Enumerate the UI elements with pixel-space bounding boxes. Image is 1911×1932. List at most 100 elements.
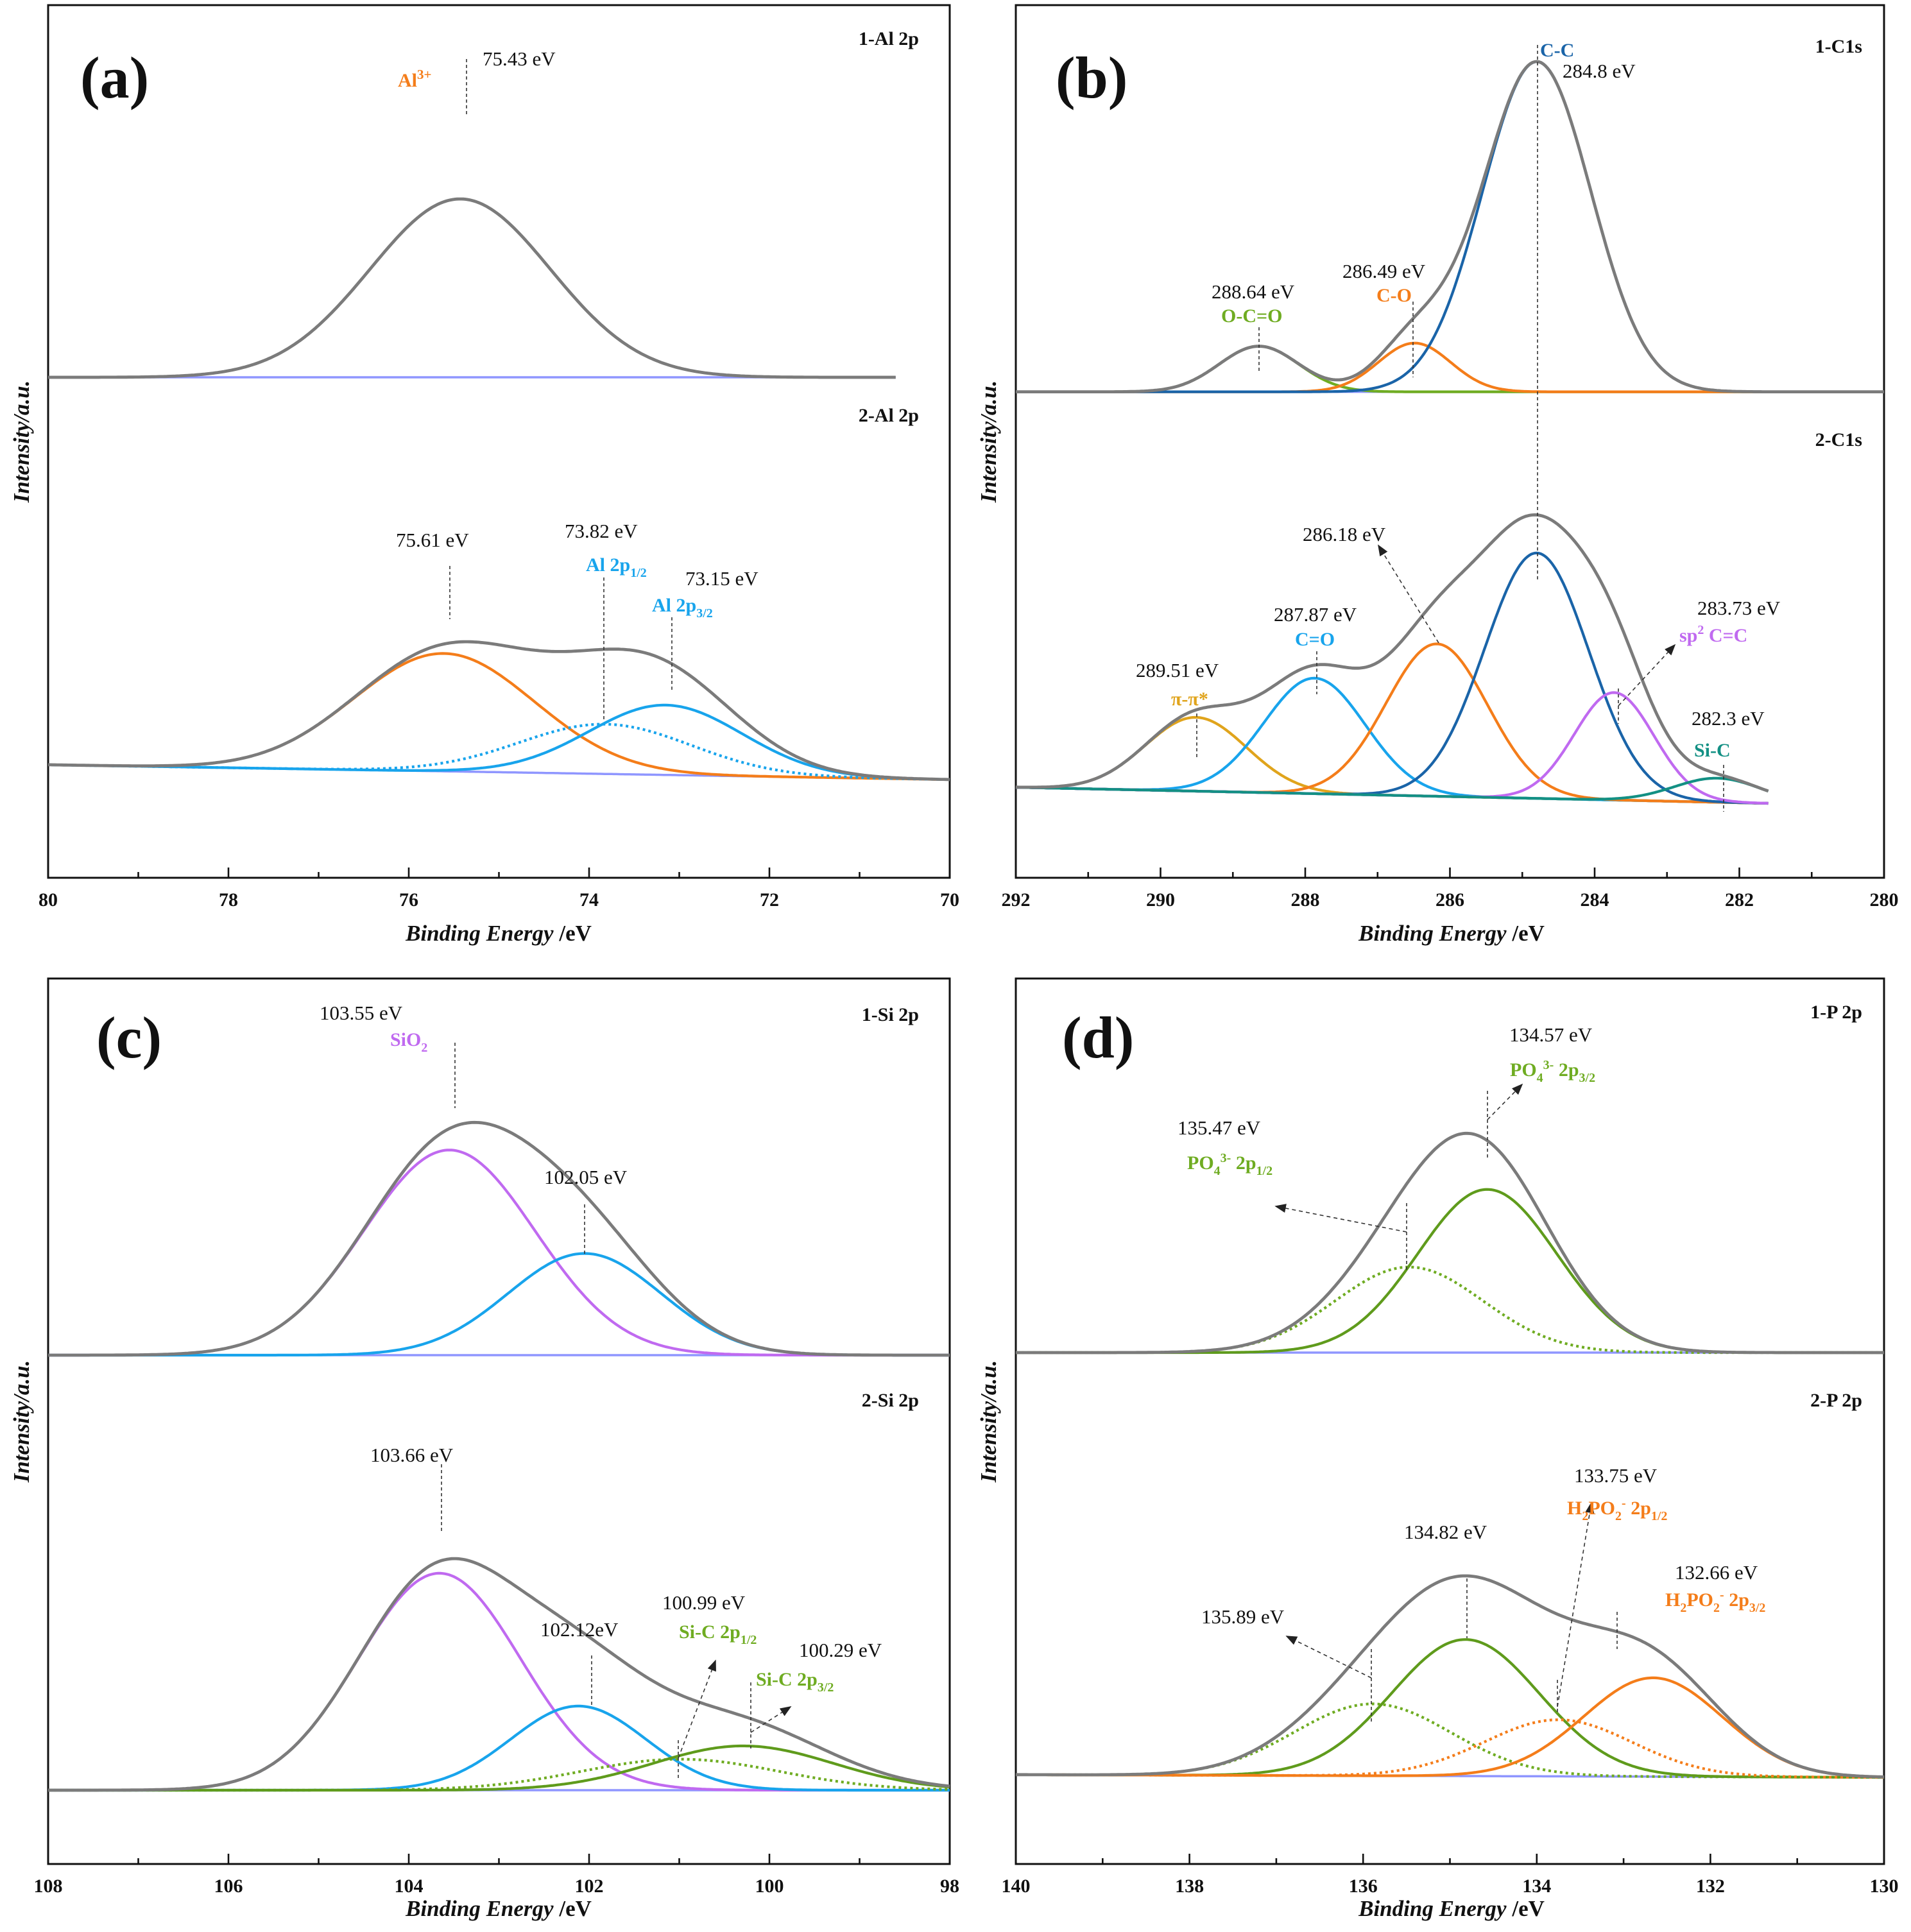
peak-3-1-1 — [1016, 1638, 1884, 1779]
panel-b-ticks: 292 290 288 286 284 282 280 — [1002, 868, 1899, 910]
xtick-label-1-0: 292 — [1002, 889, 1031, 910]
xtick-label-3-4: 132 — [1696, 1876, 1725, 1897]
arrow-133.75 — [1557, 1501, 1595, 1707]
envelope-1-1 — [1016, 513, 1769, 793]
xtick-label-0-0: 80 — [39, 889, 58, 910]
ann-sic2p32: Si-C 2p3/2 — [756, 1669, 834, 1695]
peak-0-1-2 — [48, 703, 950, 781]
ann-100.99: 100.99 eV — [662, 1591, 746, 1614]
ann-ocoo: O-C=O — [1221, 305, 1282, 327]
panel-c-frame — [47, 977, 951, 1865]
peak-2-0-0 — [48, 1149, 950, 1357]
ann-282.3: 282.3 eV — [1692, 707, 1765, 730]
xtick-label-2-5: 98 — [940, 1876, 959, 1897]
xtick-label-1-5: 282 — [1725, 889, 1754, 910]
ann-284.8: 284.8 eV — [1563, 60, 1636, 82]
arrow-134.57 — [1487, 1083, 1523, 1120]
peak-1-0-0 — [1016, 345, 1884, 393]
ann-pipi: π-π* — [1171, 688, 1208, 710]
peak-1-1-2 — [1015, 642, 1769, 805]
panel-d-frame — [1015, 977, 1885, 1865]
panel-c-spectrum-1-label: 1-Si 2p — [862, 1004, 919, 1025]
xtick-label-3-5: 130 — [1870, 1876, 1899, 1897]
panel-a: 80 78 76 74 72 70 (a) 1-Al 2p 2-Al 2p Binding… — [9, 4, 959, 946]
xtick-label-1-3: 286 — [1435, 889, 1464, 910]
xtick-label-2-1: 106 — [214, 1876, 243, 1897]
peak-3-0-0 — [1016, 1265, 1884, 1355]
arrow-100.29 — [750, 1706, 792, 1733]
peak-1-1-3 — [1015, 551, 1769, 805]
panel-d-label: (d) — [1062, 1005, 1134, 1070]
panel-c: 108 106 104 102 100 98 (c) 1-Si 2p 2-Si 2p Bi… — [9, 977, 959, 1921]
ann-al2p32: Al 2p3/2 — [652, 595, 713, 620]
panel-c-ylabel: Intensity/a.u. — [9, 1360, 34, 1483]
panel-a-frame — [47, 4, 951, 879]
envelope-1-0 — [1016, 60, 1884, 393]
ann-h2po2-2p32: H2PO2- 2p3/2 — [1665, 1588, 1765, 1615]
ann-sio2: SiO2 — [390, 1029, 427, 1055]
ann-sic2p12: Si-C 2p1/2 — [679, 1621, 757, 1647]
panel-b-frame — [1015, 4, 1885, 879]
ann-al3plus: Al3+ — [398, 67, 431, 91]
peak-1-1-5 — [1015, 776, 1769, 801]
panel-a-ticks: 80 78 76 74 72 70 — [39, 868, 959, 910]
panel-d: 140 138 136 134 132 130 (d) 1-P 2p 2-P 2p Bin… — [976, 977, 1899, 1921]
xtick-label-0-4: 72 — [760, 889, 779, 910]
ann-cc: C-C — [1540, 40, 1574, 61]
ann-ceo: C=O — [1295, 629, 1335, 650]
envelope-0-1 — [48, 640, 950, 782]
ann-102.05: 102.05 eV — [544, 1166, 628, 1188]
xtick-label-3-1: 138 — [1175, 1876, 1204, 1897]
panel-d-curves — [1016, 1131, 1885, 1779]
ann-288.64: 288.64 eV — [1212, 280, 1295, 303]
xtick-label-2-3: 102 — [575, 1876, 604, 1897]
panel-a-curves — [48, 197, 950, 782]
panel-a-spectrum-2-label: 2-Al 2p — [859, 405, 919, 426]
panel-d-xlabel: Binding Energy /eV — [1358, 1896, 1545, 1921]
panel-c-label: (c) — [96, 1005, 162, 1070]
ann-73.15: 73.15 eV — [685, 567, 758, 590]
xtick-label-2-4: 100 — [755, 1876, 784, 1897]
ann-75.61: 75.61 eV — [396, 529, 469, 551]
ann-co: C-O — [1376, 285, 1412, 306]
panel-b-spectrum-1-label: 1-C1s — [1815, 36, 1862, 57]
xtick-label-0-2: 76 — [399, 889, 418, 910]
envelope-2-0 — [48, 1120, 950, 1357]
ann-286.49: 286.49 eV — [1342, 260, 1426, 282]
panel-b-xlabel: Binding Energy /eV — [1358, 921, 1545, 946]
arrow-135.89 — [1285, 1636, 1372, 1679]
ann-283.73: 283.73 eV — [1697, 597, 1781, 619]
xtick-label-0-3: 74 — [579, 889, 599, 910]
ann-po4-2p12: PO43- 2p1/2 — [1187, 1151, 1273, 1178]
ann-103.66: 103.66 eV — [370, 1444, 454, 1466]
peak-0-0-0 — [48, 198, 896, 379]
panel-a-ylabel: Intensity/a.u. — [9, 380, 34, 504]
xtick-label-0-5: 70 — [940, 889, 959, 910]
panel-d-spectrum-1-label: 1-P 2p — [1810, 1002, 1862, 1023]
ann-287.87: 287.87 eV — [1274, 603, 1357, 626]
ann-135.89: 135.89 eV — [1201, 1605, 1285, 1628]
xtick-label-1-1: 290 — [1146, 889, 1175, 910]
ann-100.29: 100.29 eV — [799, 1639, 882, 1661]
panel-c-xlabel: Binding Energy /eV — [405, 1896, 592, 1921]
arrow-135.47 — [1274, 1204, 1407, 1233]
peak-2-0-1 — [48, 1252, 950, 1357]
ann-286.18: 286.18 eV — [1303, 523, 1386, 545]
xtick-label-1-2: 288 — [1291, 889, 1320, 910]
peak-0-1-0 — [48, 652, 950, 782]
xtick-label-3-3: 134 — [1522, 1876, 1551, 1897]
peak-3-1-3 — [1016, 1676, 1885, 1779]
ann-al2p12: Al 2p1/2 — [586, 554, 647, 580]
ann-103.55: 103.55 eV — [320, 1002, 403, 1024]
panel-b-spectrum-2-label: 2-C1s — [1815, 429, 1862, 450]
xtick-label-3-0: 140 — [1002, 1876, 1031, 1897]
panel-d-spectrum-2-label: 2-P 2p — [1810, 1390, 1862, 1411]
peak-1-0-2 — [1016, 60, 1884, 393]
panel-c-spectrum-2-label: 2-Si 2p — [862, 1390, 919, 1411]
arrow-286.18 — [1378, 544, 1439, 644]
peak-3-0-1 — [1016, 1188, 1884, 1355]
xtick-label-0-1: 78 — [219, 889, 238, 910]
xtick-label-1-4: 284 — [1581, 889, 1609, 910]
panel-b-ylabel: Intensity/a.u. — [976, 380, 1001, 504]
